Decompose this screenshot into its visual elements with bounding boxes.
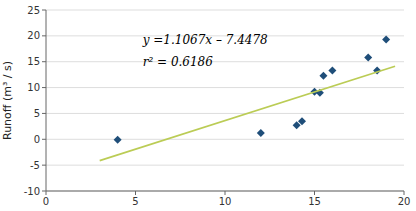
axes: 0 5 10 15 20 -10 -5 0 5 10 15 20 25 (24, 5, 411, 208)
y-tick (42, 165, 46, 166)
chart-container: 0 5 10 15 20 -10 -5 0 5 10 15 20 25 Runoff (m³ / s) y … (0, 0, 416, 211)
scatter-point (382, 35, 390, 43)
x-tick-label: 5 (132, 196, 138, 207)
y-tick (42, 113, 46, 114)
grid-line (46, 139, 404, 140)
chart: 0 5 10 15 20 -10 -5 0 5 10 15 20 25 Runoff (m³ / s) y … (0, 0, 416, 211)
grid (46, 10, 404, 191)
x-tick-label: 10 (219, 196, 232, 207)
x-tick-label: 15 (308, 196, 321, 207)
scatter-point (114, 136, 122, 144)
grid-line (46, 113, 404, 114)
scatter-point (298, 117, 306, 125)
y-axis-line (46, 10, 47, 191)
x-tick (225, 191, 226, 195)
grid-line (46, 165, 404, 166)
y-tick-label: 15 (27, 56, 40, 67)
y-tick (42, 139, 46, 140)
x-tick (135, 191, 136, 195)
grid-line (46, 61, 404, 62)
plot-area (100, 35, 395, 160)
scatter-point (257, 129, 265, 137)
x-tick (314, 191, 315, 195)
y-tick-label: 25 (27, 5, 40, 16)
x-tick-label: 0 (43, 196, 49, 207)
scatter-point (364, 54, 372, 62)
scatter-point (319, 72, 327, 80)
y-tick-label: 5 (34, 108, 40, 119)
grid-line (46, 87, 404, 88)
y-tick-label: 20 (27, 30, 40, 41)
y-axis-label: Runoff (m³ / s) (1, 61, 14, 140)
annotation: y =1.1067x – 7.4478 (142, 33, 268, 47)
scatter-point (328, 67, 336, 75)
annotation: r² = 0.6186 (143, 55, 214, 69)
y-tick-label: -10 (24, 186, 40, 197)
y-tick-label: 10 (27, 82, 40, 93)
y-tick (42, 191, 46, 192)
x-tick-label: 20 (398, 196, 411, 207)
x-tick (46, 191, 47, 195)
y-tick (42, 61, 46, 62)
y-tick-label: -5 (30, 160, 40, 171)
x-tick (404, 191, 405, 195)
grid-line (46, 10, 404, 11)
y-tick-label: 0 (34, 134, 40, 145)
y-tick (42, 10, 46, 11)
regression-line (100, 66, 395, 160)
y-tick (42, 87, 46, 88)
y-tick (42, 35, 46, 36)
